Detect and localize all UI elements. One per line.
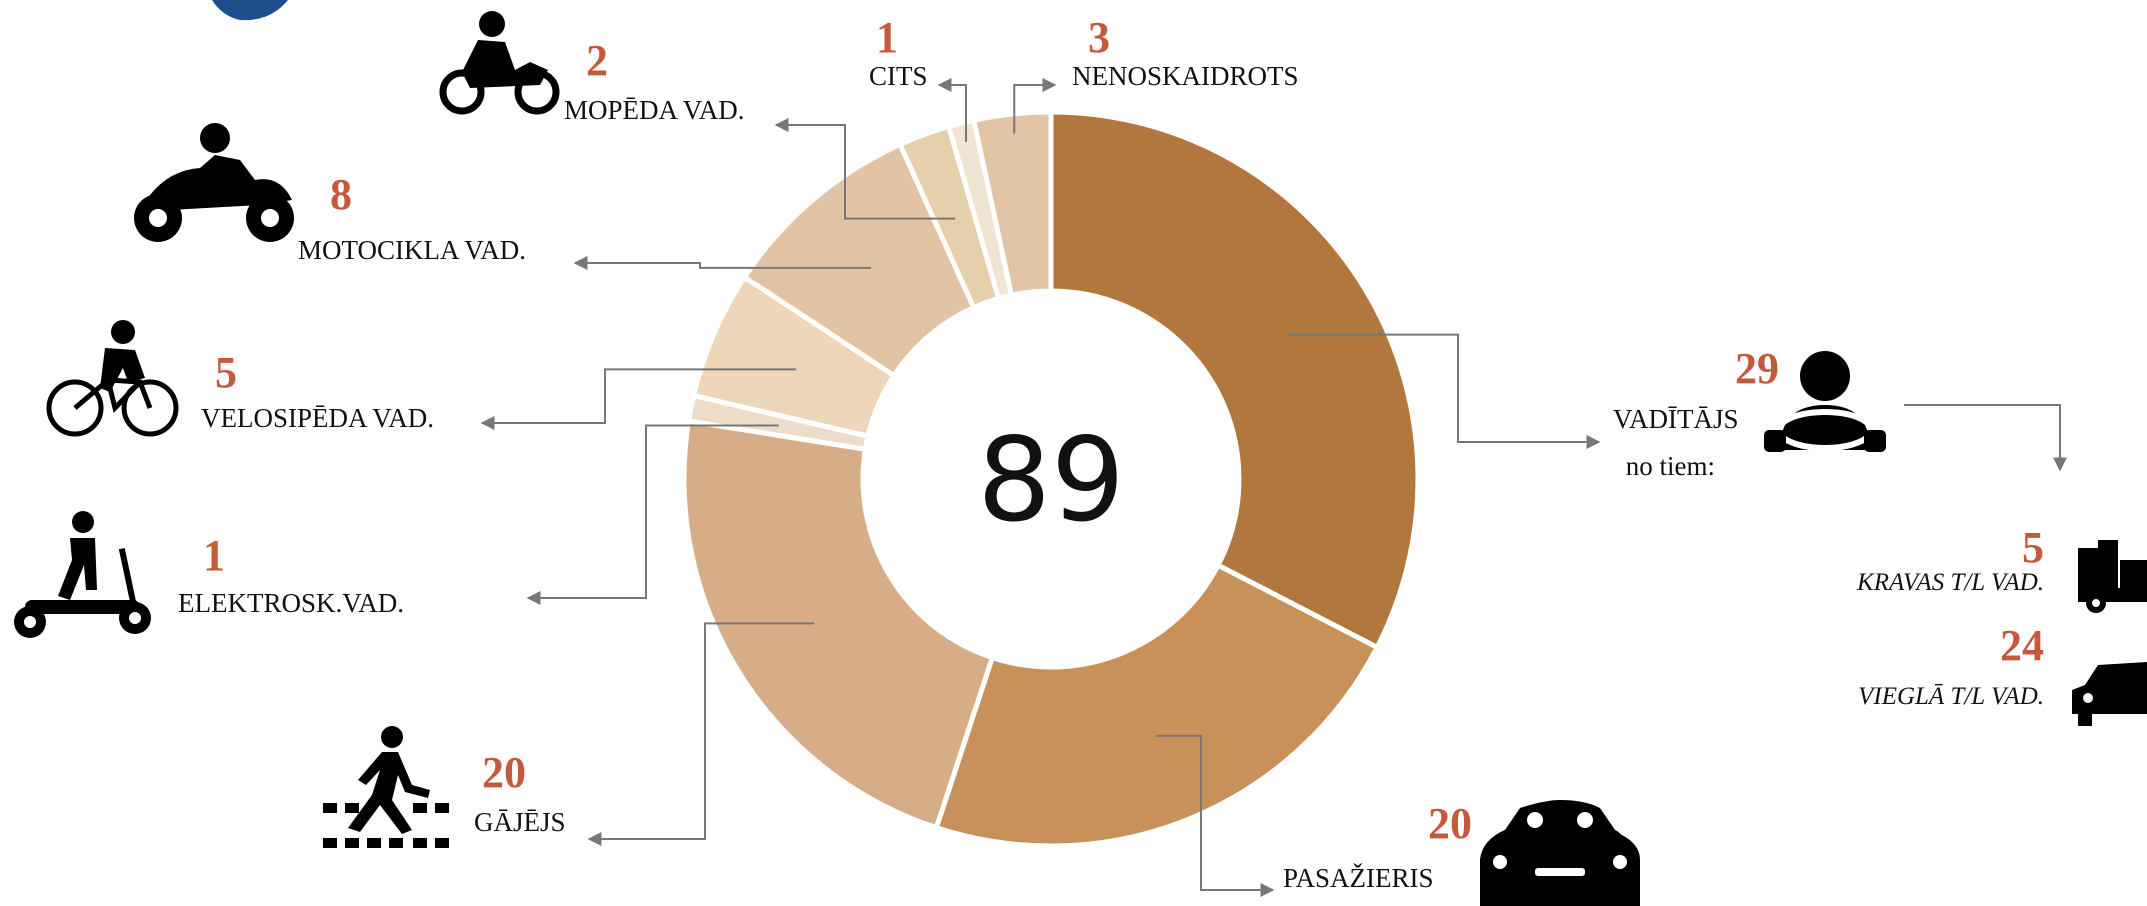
breakdown-category: VIEGLĀ T/L VAD. bbox=[1858, 683, 2044, 710]
category-label: PASAŽIERIS bbox=[1283, 863, 1434, 893]
leader-line bbox=[587, 622, 815, 846]
data-label: 2 bbox=[586, 36, 608, 85]
category-label: ELEKTROSK.VAD. bbox=[178, 588, 404, 618]
data-label: 20 bbox=[1428, 799, 1472, 848]
breakdown-value: 24 bbox=[2000, 621, 2044, 670]
leaders bbox=[480, 78, 2067, 897]
car-icon bbox=[1480, 800, 1640, 906]
category-label: MOTOCIKLA VAD. bbox=[298, 235, 526, 265]
leader-line bbox=[1156, 734, 1275, 897]
bicycle-icon bbox=[46, 320, 179, 437]
truck-icon bbox=[2078, 540, 2147, 613]
breakdown-category: KRAVAS T/L VAD. bbox=[1856, 569, 2044, 596]
leader-line bbox=[774, 118, 956, 220]
leader-line bbox=[1904, 404, 2067, 472]
category-label: NENOSKAIDROTS bbox=[1072, 61, 1299, 91]
center-total: 89 bbox=[977, 413, 1125, 548]
category-label: CITS bbox=[869, 61, 928, 91]
data-label: 8 bbox=[330, 170, 352, 219]
data-label: 1 bbox=[203, 531, 225, 580]
data-label: 29 bbox=[1735, 344, 1779, 393]
category-label: MOPĒDA VAD. bbox=[564, 95, 745, 125]
category-label: GĀJĒJS bbox=[474, 807, 566, 837]
leader-line bbox=[1287, 333, 1601, 449]
leader-line bbox=[1013, 78, 1057, 134]
leader-line bbox=[526, 424, 779, 605]
scooter-icon bbox=[14, 511, 151, 638]
small-car-icon bbox=[2072, 662, 2147, 726]
driver-icon bbox=[1764, 351, 1886, 452]
breakdown-label: no tiem: bbox=[1626, 451, 1715, 481]
slice bbox=[933, 561, 1381, 849]
data-label: 20 bbox=[482, 748, 526, 797]
data-label: 5 bbox=[215, 348, 237, 397]
slices bbox=[681, 109, 1421, 849]
logo-fragment bbox=[212, 0, 288, 21]
pedestrian-icon bbox=[323, 726, 449, 848]
leader-line bbox=[937, 78, 968, 143]
data-label: 1 bbox=[876, 13, 898, 62]
motorcycle-icon bbox=[134, 123, 294, 242]
breakdown-value: 5 bbox=[2022, 523, 2044, 572]
data-label: 3 bbox=[1088, 13, 1110, 62]
moped-icon bbox=[439, 11, 560, 115]
slice bbox=[681, 418, 996, 831]
leader-line bbox=[573, 256, 871, 270]
icons bbox=[14, 11, 2147, 906]
category-label: VADĪTĀJS bbox=[1613, 404, 1739, 434]
category-label: VELOSIPĒDA VAD. bbox=[201, 403, 434, 433]
leader-line bbox=[480, 368, 797, 430]
slice bbox=[1048, 109, 1421, 651]
slice bbox=[970, 109, 1054, 299]
